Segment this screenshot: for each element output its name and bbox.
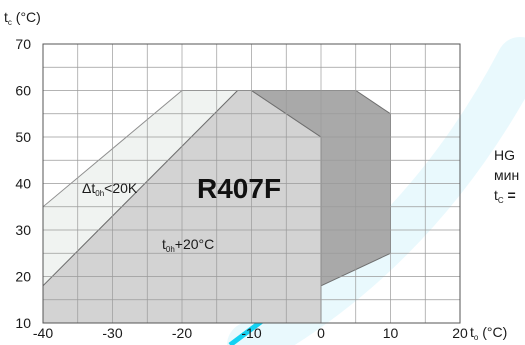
y-tick-label: 10: [15, 315, 31, 331]
x-tick-label: -40: [33, 325, 53, 341]
superheat-sub: 0h: [166, 245, 175, 254]
side-note-line1: HG: [494, 147, 515, 163]
y-tick-label: 20: [15, 269, 31, 285]
x-axis-var: t: [470, 324, 474, 340]
x-tick-label: -30: [102, 325, 122, 341]
y-axis-sub: c: [8, 18, 12, 27]
y-tick-label: 30: [15, 222, 31, 238]
side-note-sub: C: [498, 196, 504, 205]
side-note-var: t: [494, 187, 498, 203]
delta-t-prefix: Δt: [82, 180, 95, 196]
y-tick-label: 60: [15, 83, 31, 99]
delta-t-sub: 0h: [95, 189, 104, 198]
grid: [43, 44, 460, 323]
x-tick-label: 20: [452, 325, 468, 341]
delta-t-suffix: <20K: [104, 180, 138, 196]
tick-labels: -40 -30 -20 -10 0 10 20 10 20 30 40 50 60 70: [15, 36, 468, 341]
y-axis-var: t: [4, 9, 8, 25]
delta-t-label: Δt0h<20K: [82, 180, 138, 198]
side-note-line2: мин: [494, 167, 519, 183]
x-tick-label: -20: [172, 325, 192, 341]
plot-border: [42, 43, 461, 324]
side-note-line3: tC =: [494, 187, 516, 205]
refrigerant-label: R407F: [197, 173, 281, 204]
x-tick-label: 10: [383, 325, 399, 341]
x-axis-sub: o: [474, 333, 479, 342]
x-tick-label: 0: [317, 325, 325, 341]
y-axis-unit: (°C): [12, 9, 41, 25]
side-note-rest: =: [504, 187, 516, 203]
x-axis-title: to (°C): [470, 324, 507, 342]
y-axis-title: tc (°C): [4, 9, 41, 27]
plot-frame: [42, 43, 461, 324]
x-axis-unit: (°C): [478, 324, 507, 340]
superheat-suffix: +20°C: [175, 236, 214, 252]
y-tick-label: 70: [15, 36, 31, 52]
x-tick-label: -10: [241, 325, 261, 341]
y-tick-label: 50: [15, 129, 31, 145]
superheat-label: t0h+20°C: [162, 236, 214, 254]
y-tick-label: 40: [15, 176, 31, 192]
superheat-prefix: t: [162, 236, 166, 252]
